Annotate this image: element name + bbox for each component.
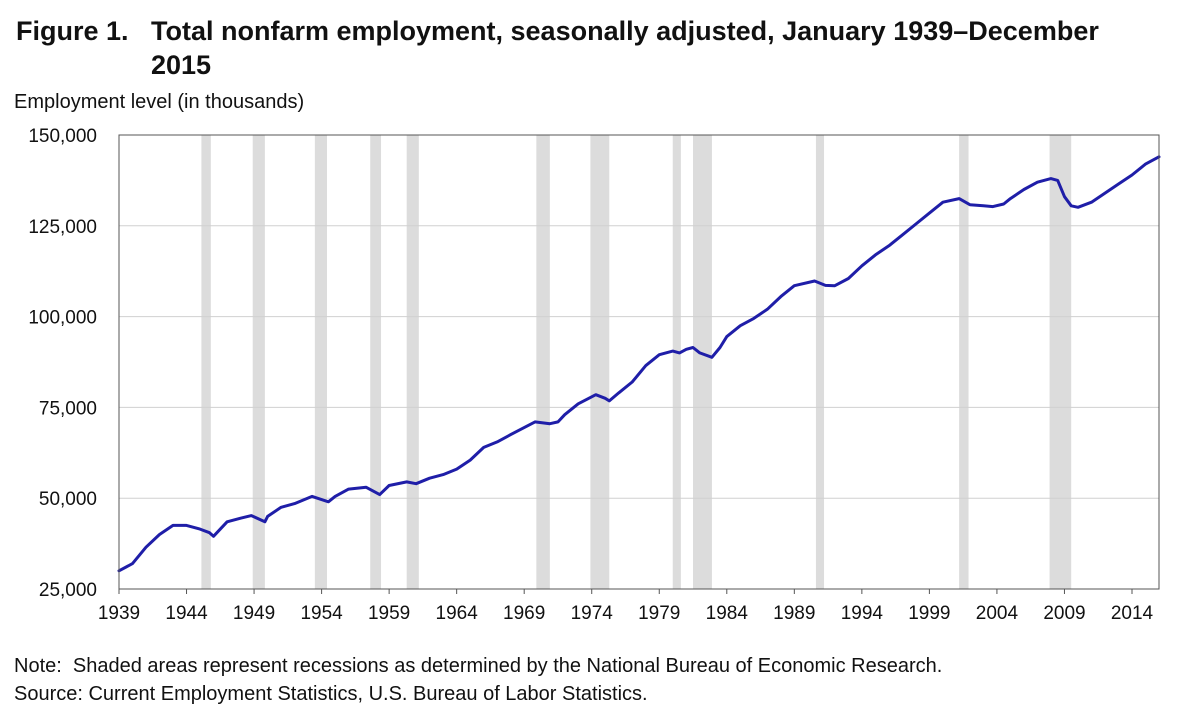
series-line-0 (117, 155, 1161, 573)
x-tick-label: 1969 (503, 603, 545, 624)
recession-band-8 (693, 135, 712, 589)
recession-band-10 (959, 135, 969, 589)
gridlines-layer (119, 225, 1159, 499)
y-tick-label: 100,000 (28, 308, 97, 329)
figure-title-text: Total nonfarm employment, seasonally adj… (151, 16, 1099, 80)
y-tick-label: 50,000 (39, 489, 97, 510)
x-tick-label: 1974 (571, 603, 614, 624)
plot-frame (118, 134, 1160, 590)
recession-band-3 (370, 135, 382, 589)
x-tick-label: 1989 (773, 603, 815, 624)
x-tick-label: 1959 (368, 603, 410, 624)
recession-band-2 (314, 135, 327, 589)
recession-band-5 (536, 135, 550, 589)
y-axis-label: Employment level (in thousands) (14, 91, 305, 113)
x-tick-label: 1939 (98, 603, 140, 624)
figure-number: Figure 1. (16, 16, 129, 46)
x-tick-label: 2009 (1043, 603, 1085, 624)
x-tick-label: 1954 (300, 603, 343, 624)
x-tick-label: 1984 (706, 603, 749, 624)
recession-band-7 (672, 135, 681, 589)
footnote-block: Note: Shaded areas represent recessions … (14, 652, 942, 708)
series-layer (117, 155, 1161, 573)
recession-band-6 (590, 135, 610, 589)
recession-band-1 (252, 135, 265, 589)
y-tick-label: 25,000 (39, 580, 97, 601)
x-tick-label: 1949 (233, 603, 275, 624)
x-tick-label: 1994 (841, 603, 884, 624)
recession-band-11 (1049, 135, 1072, 589)
x-tick-label: 1999 (908, 603, 950, 624)
note-text: Note: Shaded areas represent recessions … (14, 655, 943, 677)
y-tick-labels: 25,000 50,000 75,000 100,000 125,000 150,000 (28, 126, 97, 601)
x-tick-label: 2004 (976, 603, 1019, 624)
y-tick-label: 125,000 (28, 217, 97, 238)
recession-band-4 (406, 135, 419, 589)
x-tick-label: 1979 (638, 603, 680, 624)
recession-shading-layer (201, 135, 1072, 589)
figure-title: Figure 1. Total nonfarm employment, seas… (16, 14, 1116, 82)
x-tick-labels: 1939 1944 1949 1954 1959 1964 1969 1974 1979 1984… (98, 589, 1154, 624)
y-tick-label: 150,000 (28, 126, 97, 147)
x-tick-label: 1944 (165, 603, 208, 624)
source-text: Source: Current Employment Statistics, U… (14, 683, 648, 705)
x-tick-label: 2014 (1111, 603, 1154, 624)
plot-frame-layer (118, 134, 1160, 590)
y-tick-label: 75,000 (39, 398, 97, 419)
recession-band-0 (201, 135, 211, 589)
recession-band-9 (815, 135, 825, 589)
x-tick-label: 1964 (436, 603, 479, 624)
